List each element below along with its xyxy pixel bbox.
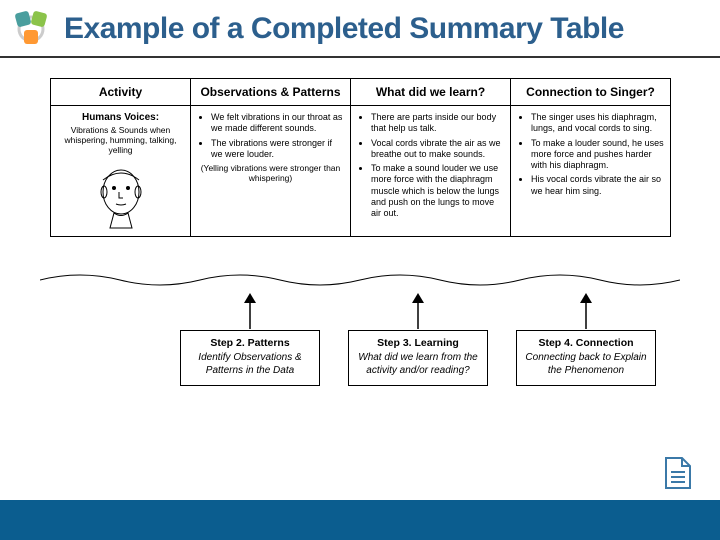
footer-bar [0, 500, 720, 540]
header: Example of a Completed Summary Table [0, 0, 720, 58]
obs-item: We felt vibrations in our throat as we m… [211, 112, 344, 135]
conn-item: The singer uses his diaphragm, lungs, an… [531, 112, 664, 135]
step-box-connection: Step 4. Connection Connecting back to Ex… [516, 330, 656, 386]
cell-activity: Humans Voices: Vibrations & Sounds when … [51, 106, 191, 237]
activity-subtitle: Vibrations & Sounds when whispering, hum… [57, 125, 184, 156]
table-header-row: Activity Observations & Patterns What di… [51, 79, 671, 106]
footer-spacer [0, 440, 720, 500]
step-body: What did we learn from the activity and/… [357, 352, 479, 377]
col-learn: What did we learn? [351, 79, 511, 106]
summary-table: Activity Observations & Patterns What di… [50, 78, 671, 237]
arrow-up-icon [240, 293, 260, 329]
learn-item: There are parts inside our body that hel… [371, 112, 504, 135]
arrow-up-icon [408, 293, 428, 329]
learn-item: To make a sound louder we use more force… [371, 163, 504, 219]
obs-item: The vibrations were stronger if we were … [211, 138, 344, 161]
step-title: Step 3. Learning [357, 337, 479, 349]
face-diagram-icon [86, 160, 156, 230]
page-title: Example of a Completed Summary Table [64, 12, 624, 46]
obs-paren: (Yelling vibrations were stronger than w… [197, 163, 344, 183]
conn-item: His vocal cords vibrate the air so we he… [531, 174, 664, 197]
step-body: Connecting back to Explain the Phenomeno… [525, 352, 647, 377]
learn-item: Vocal cords vibrate the air as we breath… [371, 138, 504, 161]
col-connection: Connection to Singer? [511, 79, 671, 106]
cell-learn: There are parts inside our body that hel… [351, 106, 511, 237]
arrow-up-icon [576, 293, 596, 329]
conn-item: To make a louder sound, he uses more for… [531, 138, 664, 172]
step-boxes: Step 2. Patterns Identify Observations &… [180, 330, 656, 386]
cell-connection: The singer uses his diaphragm, lungs, an… [511, 106, 671, 237]
step-title: Step 4. Connection [525, 337, 647, 349]
cell-observations: We felt vibrations in our throat as we m… [191, 106, 351, 237]
activity-title: Humans Voices: [57, 112, 184, 123]
step-box-learning: Step 3. Learning What did we learn from … [348, 330, 488, 386]
document-icon [664, 456, 692, 490]
table-row: Humans Voices: Vibrations & Sounds when … [51, 106, 671, 237]
step-body: Identify Observations & Patterns in the … [189, 352, 311, 377]
step-box-patterns: Step 2. Patterns Identify Observations &… [180, 330, 320, 386]
logo-icon [10, 8, 52, 50]
col-activity: Activity [51, 79, 191, 106]
step-title: Step 2. Patterns [189, 337, 311, 349]
col-observations: Observations & Patterns [191, 79, 351, 106]
